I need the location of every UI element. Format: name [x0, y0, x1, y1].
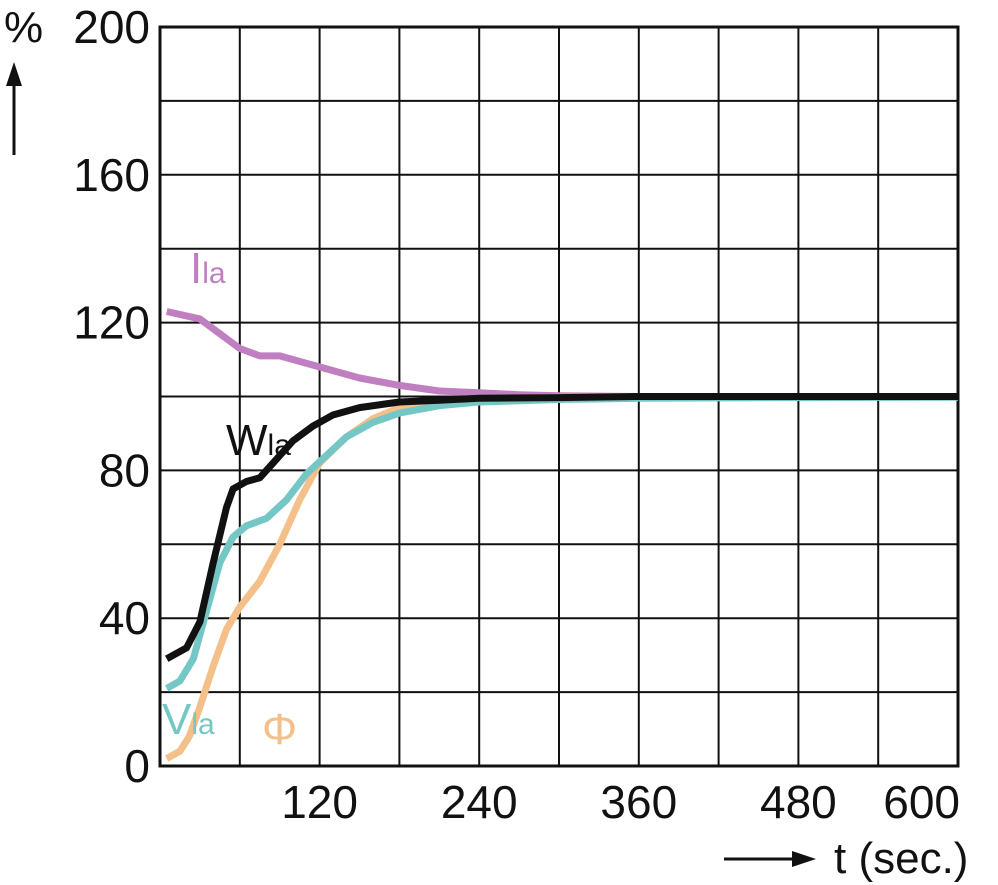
y-tick-label: 80	[99, 444, 150, 496]
x-tick-label: 360	[600, 776, 677, 828]
x-tick-label: 240	[441, 776, 518, 828]
y-tick-label: 40	[99, 592, 150, 644]
y-tick-label: 120	[73, 297, 150, 349]
series-lines	[164, 308, 959, 762]
series-line-ila	[165, 308, 719, 400]
y-axis-label: %	[4, 3, 43, 52]
series-label-phi: Φ	[262, 705, 297, 754]
y-tick-label: 0	[124, 740, 150, 792]
y-tick-label: 200	[73, 1, 150, 53]
y-axis-arrow-icon	[6, 62, 22, 155]
x-tick-label: 120	[281, 776, 358, 828]
series-label-wla: Wla	[226, 416, 291, 465]
series-line-wla	[165, 393, 958, 662]
tick-labels: 0 40 80 120 160 200 120 240 360 480 600	[73, 1, 960, 828]
x-axis-arrow-icon	[724, 851, 816, 867]
series-label-vla: Vla	[162, 695, 215, 744]
y-tick-label: 160	[73, 149, 150, 201]
x-tick-label: 480	[760, 776, 837, 828]
x-axis-label: t (sec.)	[834, 834, 968, 883]
series-label-ila: Ila	[190, 244, 226, 293]
x-tick-label: 600	[883, 776, 960, 828]
grid	[158, 25, 960, 768]
